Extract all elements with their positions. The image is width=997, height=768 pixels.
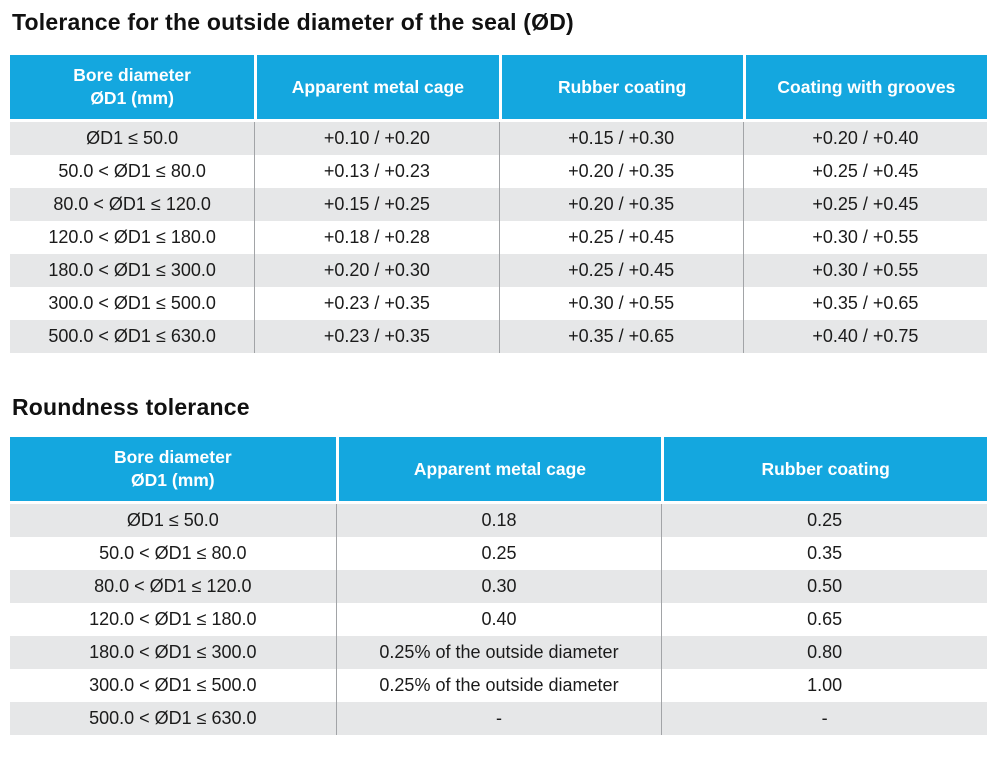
table-row: 80.0 < ØD1 ≤ 120.0 +0.15 / +0.25 +0.20 / +…: [10, 188, 987, 221]
table-cell: +0.10 / +0.20: [254, 122, 498, 155]
table-cell: 80.0 < ØD1 ≤ 120.0: [53, 194, 211, 214]
table-cell: +0.30 / +0.55: [742, 254, 987, 287]
header-cell: Bore diameter ØD1 (mm): [10, 55, 255, 122]
table-cell: -: [661, 702, 987, 735]
header-cell: Bore diameter ØD1 (mm): [10, 437, 336, 504]
table-cell: 300.0 < ØD1 ≤ 500.0: [48, 293, 216, 313]
table-cell: 0.40: [335, 603, 662, 636]
table-row: 50.0 < ØD1 ≤ 80.0 0.25 0.35: [10, 537, 987, 570]
table-body: ØD1 ≤ 50.0 +0.10 / +0.20 +0.15 / +0.30 +0.2…: [10, 122, 987, 353]
table-cell: +0.23 / +0.35: [254, 320, 498, 353]
table-cell: +0.15 / +0.30: [498, 122, 743, 155]
table-cell: +0.13 / +0.23: [254, 155, 498, 188]
header-cell: Coating with grooves: [742, 55, 987, 122]
table-cell: 500.0 < ØD1 ≤ 630.0: [89, 708, 257, 728]
roundness-section: Roundness tolerance Bore diameter ØD1 (m…: [10, 393, 987, 735]
table-cell: 300.0 < ØD1 ≤ 500.0: [89, 675, 257, 695]
table-row: 80.0 < ØD1 ≤ 120.0 0.30 0.50: [10, 570, 987, 603]
table-cell: +0.25 / +0.45: [498, 254, 743, 287]
table-row: 500.0 < ØD1 ≤ 630.0 - -: [10, 702, 987, 735]
roundness-table: Bore diameter ØD1 (mm) Apparent metal cag…: [10, 437, 987, 735]
table-body: ØD1 ≤ 50.0 0.18 0.25 50.0 < ØD1 ≤ 80.0 0.25 0…: [10, 504, 987, 735]
table-row: 180.0 < ØD1 ≤ 300.0 +0.20 / +0.30 +0.25 / …: [10, 254, 987, 287]
table-cell: ØD1 ≤ 50.0: [86, 128, 179, 148]
table-cell: 500.0 < ØD1 ≤ 630.0: [48, 326, 216, 346]
table-cell: 0.80: [661, 636, 987, 669]
table-cell: 0.30: [335, 570, 662, 603]
table-cell: 120.0 < ØD1 ≤ 180.0: [48, 227, 216, 247]
table-cell: 0.25% of the outside diameter: [335, 669, 662, 702]
table-cell: +0.25 / +0.45: [742, 188, 987, 221]
table-header: Bore diameter ØD1 (mm) Apparent metal cag…: [10, 55, 987, 122]
table-row: ØD1 ≤ 50.0 +0.10 / +0.20 +0.15 / +0.30 +0.2…: [10, 122, 987, 155]
table-cell: +0.18 / +0.28: [254, 221, 498, 254]
od-tolerance-section: Tolerance for the outside diameter of th…: [10, 8, 987, 353]
od-tolerance-title: Tolerance for the outside diameter of th…: [12, 9, 574, 35]
table-cell: 80.0 < ØD1 ≤ 120.0: [94, 576, 252, 596]
table-cell: ØD1 ≤ 50.0: [126, 510, 219, 530]
table-cell: +0.30 / +0.55: [498, 287, 743, 320]
table-cell: 0.25% of the outside diameter: [335, 636, 662, 669]
table-cell: 0.25: [335, 537, 662, 570]
table-row: 50.0 < ØD1 ≤ 80.0 +0.13 / +0.23 +0.20 / +0…: [10, 155, 987, 188]
header-row: Bore diameter ØD1 (mm) Apparent metal cag…: [10, 437, 987, 504]
table-cell: 0.65: [661, 603, 987, 636]
table-cell: -: [335, 702, 662, 735]
od-tolerance-table: Bore diameter ØD1 (mm) Apparent metal cag…: [10, 55, 987, 353]
table-cell: 180.0 < ØD1 ≤ 300.0: [48, 260, 216, 280]
header-row: Bore diameter ØD1 (mm) Apparent metal cag…: [10, 55, 987, 122]
table-cell: +0.23 / +0.35: [254, 287, 498, 320]
table-cell: 50.0 < ØD1 ≤ 80.0: [99, 543, 247, 563]
table-row: 120.0 < ØD1 ≤ 180.0 0.40 0.65: [10, 603, 987, 636]
table-cell: +0.20 / +0.35: [498, 188, 743, 221]
table-cell: +0.20 / +0.30: [254, 254, 498, 287]
table-cell: +0.20 / +0.40: [742, 122, 987, 155]
table-row: 300.0 < ØD1 ≤ 500.0 +0.23 / +0.35 +0.30 / …: [10, 287, 987, 320]
table-cell: 0.25: [661, 504, 987, 537]
table-cell: +0.15 / +0.25: [254, 188, 498, 221]
table-cell: +0.20 / +0.35: [498, 155, 743, 188]
header-cell: Rubber coating: [498, 55, 743, 122]
table-row: 500.0 < ØD1 ≤ 630.0 +0.23 / +0.35 +0.35 / …: [10, 320, 987, 353]
table-cell: +0.30 / +0.55: [742, 221, 987, 254]
table-header: Bore diameter ØD1 (mm) Apparent metal cag…: [10, 437, 987, 504]
table-cell: +0.35 / +0.65: [742, 287, 987, 320]
table-row: ØD1 ≤ 50.0 0.18 0.25: [10, 504, 987, 537]
table-row: 120.0 < ØD1 ≤ 180.0 +0.18 / +0.28 +0.25 / …: [10, 221, 987, 254]
table-cell: +0.40 / +0.75: [742, 320, 987, 353]
table-cell: 1.00: [661, 669, 987, 702]
header-cell: Apparent metal cage: [335, 437, 662, 504]
table-cell: +0.35 / +0.65: [498, 320, 743, 353]
table-cell: 0.18: [335, 504, 662, 537]
table-cell: 180.0 < ØD1 ≤ 300.0: [89, 642, 257, 662]
table-row: 180.0 < ØD1 ≤ 300.0 0.25% of the outside …: [10, 636, 987, 669]
table-cell: 0.35: [661, 537, 987, 570]
table-cell: 0.50: [661, 570, 987, 603]
header-cell: Apparent metal cage: [254, 55, 499, 122]
roundness-title: Roundness tolerance: [12, 394, 250, 420]
table-cell: +0.25 / +0.45: [742, 155, 987, 188]
table-cell: +0.25 / +0.45: [498, 221, 743, 254]
table-cell: 120.0 < ØD1 ≤ 180.0: [89, 609, 257, 629]
table-cell: 50.0 < ØD1 ≤ 80.0: [58, 161, 206, 181]
table-row: 300.0 < ØD1 ≤ 500.0 0.25% of the outside …: [10, 669, 987, 702]
header-cell: Rubber coating: [661, 437, 987, 504]
